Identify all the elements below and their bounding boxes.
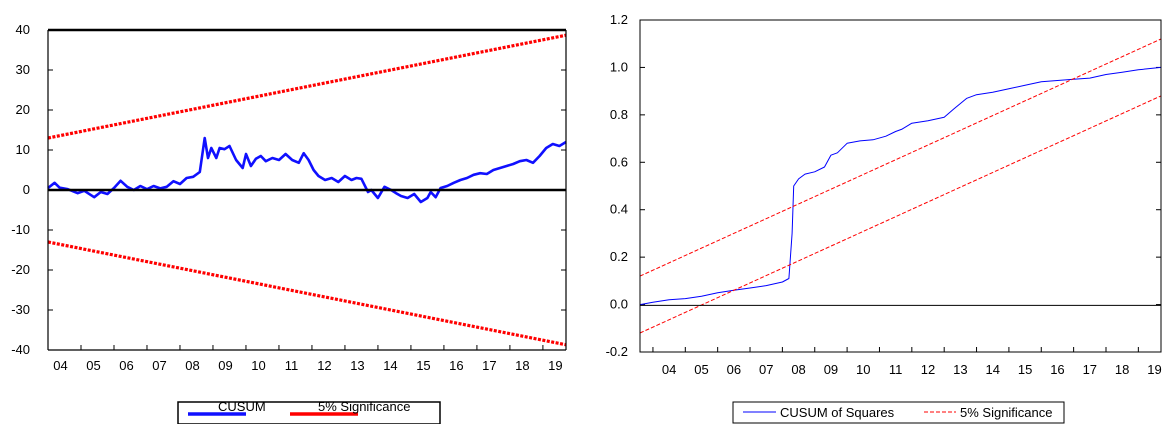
x-tick-label: 15 (1018, 362, 1032, 377)
y-tick-label: 1.0 (610, 59, 628, 74)
x-tick-label: 18 (515, 358, 529, 373)
y-tick-label: -20 (11, 262, 30, 277)
x-tick-label: 18 (1115, 362, 1129, 377)
cusum-series-line (639, 66, 1162, 306)
y-tick-label: 30 (16, 62, 30, 77)
x-tick-label: 04 (662, 362, 676, 377)
x-tick-label: 04 (53, 358, 67, 373)
cusum-squares-legend-label: CUSUM of Squares (780, 405, 895, 420)
cusum-squares-legend: CUSUM of Squares 5% Significance (732, 401, 1065, 424)
cusum-chart: 40 30 20 10 0 -10 -20 -30 -40 04 05 06 07 08 09 10 11 12… (11, 22, 567, 424)
x-tick-label: 17 (482, 358, 496, 373)
x-tick-label: 05 (694, 362, 708, 377)
significance-band-line-1 (47, 33, 567, 140)
cusum-series-line (47, 136, 567, 204)
x-tick-label: 16 (1050, 362, 1064, 377)
x-tick-label: 19 (1147, 362, 1161, 377)
significance-band-line-1 (639, 38, 1162, 277)
cusum-legend: CUSUM 5% Significance (177, 399, 441, 424)
y-tick-label: 0.8 (610, 107, 628, 122)
x-tick-label: 08 (791, 362, 805, 377)
x-tick-label: 14 (383, 358, 397, 373)
x-tick-label: 10 (251, 358, 265, 373)
x-tick-label: 10 (856, 362, 870, 377)
y-tick-label: 0.4 (610, 202, 628, 217)
y-tick-label: 1.2 (610, 12, 628, 27)
cusum-x-axis: 04 05 06 07 08 09 10 11 12 13 14 15 16 17 18 19 (47, 345, 563, 373)
x-tick-label: 11 (285, 358, 299, 373)
y-tick-label: 0.2 (610, 249, 628, 264)
x-tick-label: 06 (119, 358, 133, 373)
cusum-plot-area (47, 33, 567, 347)
cusum-squares-legend-box (732, 401, 1065, 424)
x-tick-label: 13 (350, 358, 364, 373)
x-tick-label: 08 (185, 358, 199, 373)
x-tick-label: 07 (759, 362, 773, 377)
x-tick-label: 07 (152, 358, 166, 373)
x-tick-label: 09 (218, 358, 232, 373)
y-tick-label: 40 (16, 22, 30, 37)
x-tick-label: 09 (824, 362, 838, 377)
y-tick-label: 0 (23, 182, 30, 197)
significance-band-line-2 (47, 240, 567, 347)
x-tick-label: 14 (985, 362, 999, 377)
cusum-squares-frame (639, 19, 1162, 353)
cusum-squares-x-axis: 04 05 06 07 08 09 10 11 12 13 14 15 16 17 18 19 (652, 347, 1162, 377)
x-tick-label: 15 (416, 358, 430, 373)
x-tick-label: 11 (889, 362, 903, 377)
x-tick-label: 13 (953, 362, 967, 377)
x-tick-label: 12 (921, 362, 935, 377)
y-tick-label: -0.2 (606, 344, 628, 359)
cusum-squares-y-axis: 1.2 1.0 0.8 0.6 0.4 0.2 0.0 -0.2 (606, 12, 1161, 359)
x-tick-label: 16 (449, 358, 463, 373)
y-tick-label: -30 (11, 302, 30, 317)
cusum-legend-label: CUSUM (218, 399, 266, 414)
y-tick-label: -10 (11, 222, 30, 237)
cusum-squares-significance-legend-label: 5% Significance (960, 405, 1053, 420)
y-tick-label: 0.6 (610, 154, 628, 169)
x-tick-label: 19 (548, 358, 562, 373)
cusum-squares-plot-area (639, 38, 1162, 334)
cusum-y-axis: 40 30 20 10 0 -10 -20 -30 -40 (11, 22, 566, 357)
y-tick-label: 10 (16, 142, 30, 157)
significance-band-line-2 (639, 95, 1162, 334)
x-tick-label: 17 (1083, 362, 1097, 377)
y-tick-label: -40 (11, 342, 30, 357)
cusum-squares-chart: 1.2 1.0 0.8 0.6 0.4 0.2 0.0 -0.2 04 05 06 07 08 09 10… (606, 12, 1162, 424)
x-tick-label: 05 (86, 358, 100, 373)
y-tick-label: 0.0 (610, 297, 628, 312)
y-tick-label: 20 (16, 102, 30, 117)
x-tick-label: 06 (727, 362, 741, 377)
cusum-legend-box (177, 401, 441, 424)
x-tick-label: 12 (317, 358, 331, 373)
cusum-significance-legend-label: 5% Significance (318, 399, 411, 414)
